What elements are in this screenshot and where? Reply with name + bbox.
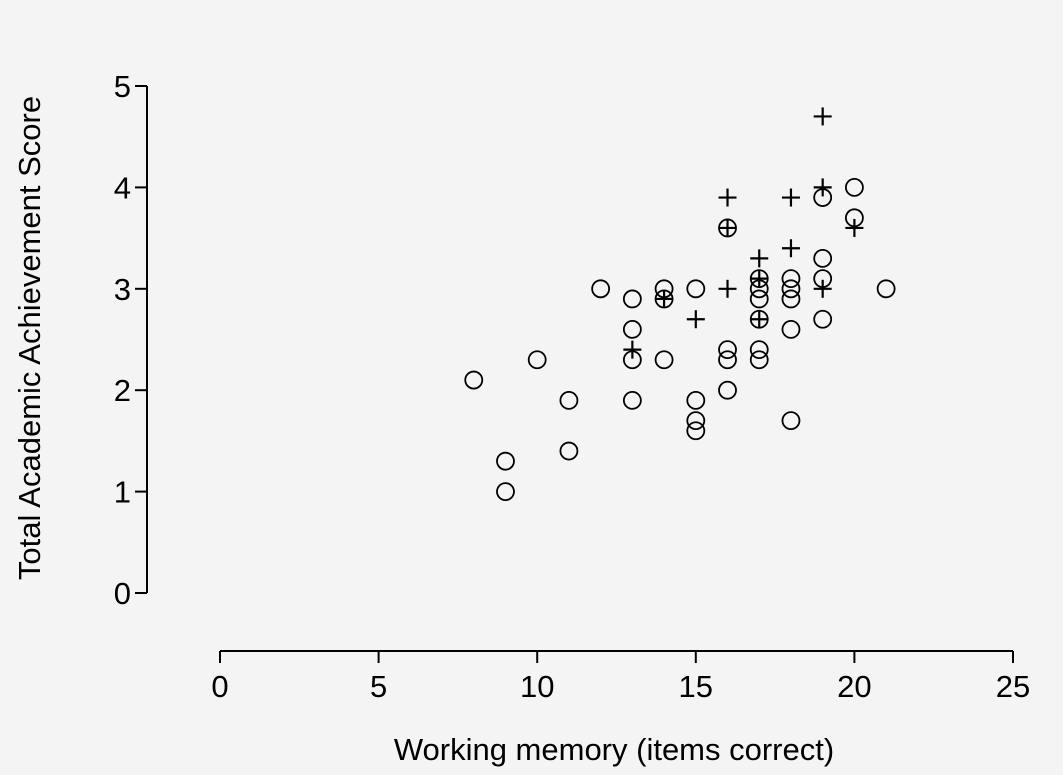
y-tick-label: 0 — [114, 576, 131, 611]
plus-point — [813, 178, 832, 197]
plus-point — [718, 188, 737, 207]
circle-point — [781, 319, 801, 339]
plus-point — [623, 340, 642, 359]
plus-point — [813, 107, 832, 126]
y-tick-label: 2 — [114, 373, 131, 408]
y-tick-label: 1 — [114, 475, 131, 510]
circle-point — [781, 279, 801, 299]
circle-point — [496, 482, 515, 502]
circle-point — [749, 350, 769, 370]
circle-point — [718, 340, 737, 360]
circle-point — [813, 309, 833, 329]
circle-point — [496, 451, 515, 471]
y-tick-label: 5 — [114, 69, 131, 104]
circle-point — [654, 350, 674, 370]
circle-point — [686, 411, 706, 431]
circle-point — [781, 269, 801, 289]
y-axis: 0 1 2 3 4 5 — [114, 69, 148, 611]
circle-point — [749, 340, 769, 360]
x-axis-title: Working memory (items correct) — [394, 732, 834, 767]
circle-point — [559, 390, 579, 410]
plus-point — [750, 269, 769, 288]
y-axis-title: Total Academic Achievement Score — [12, 96, 47, 580]
plus-point — [750, 310, 769, 329]
plus-point — [845, 218, 864, 237]
plus-point — [750, 249, 769, 268]
x-axis: 0 5 10 15 20 25 — [211, 650, 1030, 704]
circle-point — [718, 350, 737, 370]
circle-point — [686, 279, 706, 299]
circle-point — [781, 289, 801, 309]
x-tick-label: 5 — [370, 669, 387, 704]
plus-point — [781, 239, 800, 258]
data-points — [464, 107, 896, 502]
x-tick-label: 10 — [520, 669, 554, 704]
circle-point — [686, 421, 706, 441]
circle-point — [622, 390, 642, 410]
circle-point — [686, 390, 706, 410]
y-tick-label: 3 — [114, 272, 131, 307]
y-tick-label: 4 — [114, 170, 131, 205]
circle-point — [781, 411, 801, 431]
x-tick-label: 25 — [996, 669, 1030, 704]
x-tick-label: 20 — [837, 669, 871, 704]
plus-point — [718, 218, 737, 237]
plus-point — [781, 188, 800, 207]
circle-point — [591, 279, 611, 299]
circle-point — [749, 289, 769, 309]
plus-point — [718, 279, 737, 298]
circle-point — [845, 177, 864, 197]
circle-point — [718, 380, 737, 400]
plus-point — [686, 310, 705, 329]
circle-point — [527, 350, 547, 370]
plus-point — [813, 279, 832, 298]
circle-point — [813, 248, 833, 268]
circle-point — [622, 289, 642, 309]
x-tick-label: 15 — [679, 669, 713, 704]
plus-point — [655, 289, 674, 308]
circle-point — [559, 441, 579, 461]
circle-point — [464, 370, 484, 390]
circle-point — [876, 279, 896, 299]
x-tick-label: 0 — [211, 669, 228, 704]
circle-point — [622, 319, 642, 339]
